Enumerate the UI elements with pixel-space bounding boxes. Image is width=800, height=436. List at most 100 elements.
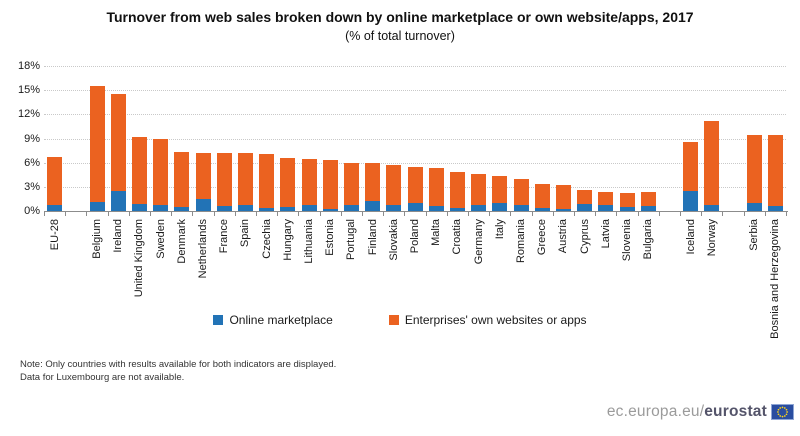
x-axis-tick — [340, 212, 342, 216]
country-label: Italy — [493, 219, 506, 240]
footer-link[interactable]: ec.europa.eu/eurostat — [607, 403, 794, 421]
country-label: Romania — [515, 219, 527, 264]
bar-segment-marketplace-Iceland — [683, 190, 699, 211]
bar-segment-own-websites-Portugal — [343, 162, 359, 206]
x-axis-tick — [404, 212, 406, 216]
country-label: Sweden — [154, 219, 167, 259]
bar-segment-own-websites-Sweden — [153, 139, 169, 206]
x-axis-tick — [425, 212, 427, 216]
bar-segment-own-websites-Slovakia — [386, 165, 402, 206]
legend-label-own-websites: Enterprises' own websites or apps — [404, 313, 587, 327]
bar-segment-own-websites-Denmark — [174, 152, 190, 207]
x-axis-line — [44, 211, 788, 212]
x-axis-tick — [150, 212, 151, 216]
country-label: Austria — [557, 219, 570, 254]
x-axis-tick — [446, 212, 448, 216]
bar-segment-marketplace-Ireland — [110, 190, 126, 211]
legend-item-own-websites: Enterprises' own websites or apps — [388, 313, 587, 327]
bar-segment-marketplace-Sweden — [153, 205, 169, 211]
bar-segment-own-websites-France — [216, 153, 232, 207]
country-label: Netherlands — [197, 219, 209, 279]
bar-segment-marketplace-Poland — [407, 202, 423, 211]
country-label: Cyprus — [578, 219, 591, 254]
country-label: Czechia — [260, 219, 273, 259]
footnote-line-2: Data for Luxembourg are not available. — [20, 372, 185, 383]
country-label: Bulgaria — [642, 219, 655, 260]
footnote-line-1: Note: Only countries with results availa… — [20, 359, 337, 370]
bar-segment-own-websites-Bulgaria — [640, 192, 656, 207]
bar-segment-own-websites-Poland — [407, 166, 423, 203]
bar-segment-marketplace-Latvia — [598, 205, 614, 211]
bar-segment-own-websites-Czechia — [259, 153, 275, 208]
x-axis-tick — [701, 212, 703, 216]
x-axis-tick — [489, 212, 491, 216]
bar-segment-marketplace-France — [216, 206, 232, 211]
bar-segment-marketplace-Slovenia — [619, 206, 635, 211]
country-label: Hungary — [281, 219, 294, 261]
x-axis-tick — [722, 212, 724, 216]
x-axis-tick — [192, 212, 194, 216]
y-axis-tick-label: 12% — [17, 108, 40, 121]
country-label: Malta — [430, 219, 443, 246]
gridline-9 — [44, 138, 786, 140]
legend: Online marketplace Enterprises' own webs… — [0, 313, 800, 327]
country-label: United Kingdom — [133, 219, 146, 298]
country-label: Norway — [705, 219, 718, 257]
footer-brand: eurostat — [704, 403, 767, 420]
country-label: Slovakia — [387, 219, 400, 261]
country-label: Portugal — [345, 219, 358, 260]
x-axis-tick — [616, 212, 618, 216]
bar-segment-own-websites-Norway — [704, 120, 720, 205]
country-label: Greece — [536, 219, 549, 256]
bar-segment-own-websites-EU-28 — [47, 157, 63, 206]
bar-segment-own-websites-Italy — [492, 175, 508, 203]
bar-segment-own-websites-United Kingdom — [131, 136, 147, 204]
y-axis-tick-label: 6% — [24, 156, 40, 169]
bar-segment-own-websites-Finland — [365, 163, 381, 202]
bar-segment-own-websites-Croatia — [449, 171, 465, 208]
bar-segment-marketplace-Belgium — [89, 202, 105, 211]
chart-title: Turnover from web sales broken down by o… — [106, 9, 694, 25]
eu-flag-icon — [771, 404, 794, 420]
x-axis-tick — [786, 212, 787, 216]
bar-segment-marketplace-Estonia — [322, 208, 338, 211]
bar-segment-own-websites-Bosnia and Herzegovina — [767, 135, 783, 207]
bar-segment-own-websites-Malta — [428, 168, 444, 207]
bar-segment-marketplace-Lithuania — [301, 204, 317, 211]
bar-segment-own-websites-Lithuania — [301, 158, 317, 205]
x-axis-tick — [65, 212, 67, 216]
country-label: Denmark — [175, 219, 188, 264]
footer-url-prefix: ec.europa.eu/ — [606, 403, 705, 420]
country-label: EU-28 — [48, 219, 61, 251]
legend-swatch-marketplace — [213, 315, 224, 325]
footnote: Note: Only countries with results availa… — [20, 358, 336, 384]
gridline-18 — [44, 66, 786, 67]
bar-segment-marketplace-Bosnia and Herzegovina — [767, 206, 783, 211]
bar-segment-marketplace-Italy — [492, 202, 508, 211]
bar-segment-marketplace-Netherlands — [195, 198, 211, 211]
country-label: Spain — [239, 219, 252, 248]
bar-segment-own-websites-Romania — [513, 178, 529, 206]
bar-segment-own-websites-Iceland — [683, 141, 699, 191]
country-label: Iceland — [684, 219, 697, 255]
x-axis-tick — [595, 212, 597, 216]
x-axis-tick — [764, 212, 766, 216]
country-label: France — [218, 219, 231, 254]
y-axis-tick-label: 3% — [24, 180, 40, 193]
bar-segment-own-websites-Belgium — [89, 86, 105, 203]
x-axis-tick — [552, 212, 554, 216]
country-label: Bosnia and Herzegovina — [769, 219, 782, 339]
x-axis-tick — [680, 212, 681, 216]
x-axis-tick — [234, 212, 236, 216]
bar-segment-marketplace-Germany — [471, 205, 487, 211]
country-label: Estonia — [324, 219, 337, 256]
bar-segment-marketplace-Hungary — [280, 206, 296, 211]
chart-subtitle: (% of total turnover) — [345, 29, 455, 43]
x-axis-tick — [44, 212, 45, 216]
bar-segment-own-websites-Netherlands — [195, 153, 211, 199]
x-axis-tick — [637, 212, 639, 216]
x-axis-tick — [468, 212, 469, 216]
gridline-12 — [44, 114, 786, 116]
bar-segment-marketplace-Cyprus — [577, 203, 593, 211]
